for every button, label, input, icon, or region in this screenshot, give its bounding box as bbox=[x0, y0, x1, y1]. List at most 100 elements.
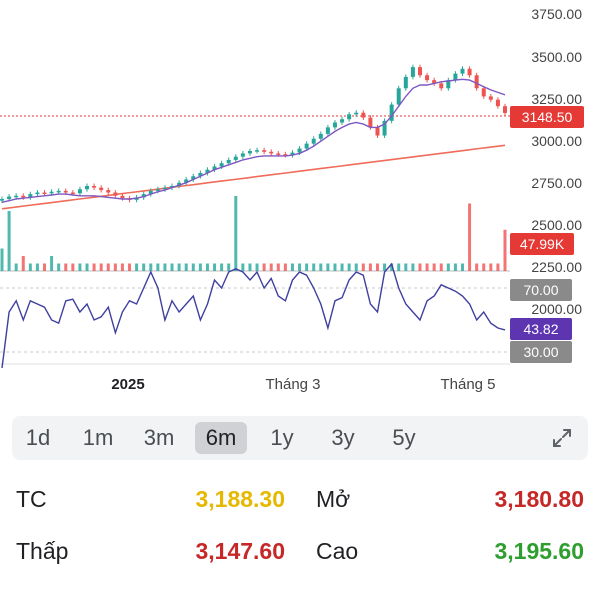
candle-body bbox=[99, 187, 104, 191]
candle-body bbox=[368, 117, 373, 128]
volume-bar bbox=[142, 263, 146, 271]
volume-bar bbox=[397, 263, 401, 271]
volume-bar bbox=[64, 263, 68, 271]
candle-body bbox=[184, 179, 189, 183]
rsi-upper-badge-text: 70.00 bbox=[523, 282, 558, 298]
candle-body bbox=[446, 80, 451, 89]
candle-body bbox=[155, 189, 160, 191]
price-tick-2750: 2750.00 bbox=[531, 175, 582, 191]
candle-body bbox=[495, 99, 500, 107]
candle-body bbox=[347, 114, 352, 120]
volume-bar bbox=[170, 263, 174, 271]
candle-body bbox=[276, 153, 281, 155]
price-tick-2250: 2250.00 bbox=[531, 259, 582, 275]
volume-bar bbox=[503, 229, 507, 271]
candle-body bbox=[106, 190, 111, 193]
candle-body bbox=[92, 186, 97, 188]
volume-bar bbox=[269, 263, 273, 271]
candle-body bbox=[318, 133, 323, 139]
candle-body bbox=[354, 112, 359, 115]
candle-body bbox=[35, 192, 40, 195]
candle-body bbox=[0, 199, 4, 201]
candle-body bbox=[389, 104, 394, 121]
volume-bar bbox=[262, 263, 266, 271]
candle-body bbox=[14, 195, 19, 198]
candle-body bbox=[425, 75, 430, 81]
candle-body bbox=[488, 96, 493, 100]
candle-body bbox=[198, 172, 203, 177]
candle-body bbox=[439, 83, 444, 89]
volume-bar bbox=[468, 203, 472, 271]
candle-body bbox=[474, 75, 479, 89]
candle-body bbox=[396, 88, 401, 105]
candle-body bbox=[141, 194, 146, 198]
volume-bar bbox=[460, 263, 464, 271]
volume-bar bbox=[227, 263, 231, 271]
period-1y-button[interactable]: 1y bbox=[270, 425, 294, 450]
volume-bar bbox=[446, 263, 450, 271]
volume-bar bbox=[78, 263, 82, 271]
candle-body bbox=[205, 169, 210, 173]
volume-bar bbox=[276, 263, 280, 271]
volume-bar bbox=[149, 263, 153, 271]
candle-body bbox=[269, 151, 274, 154]
price-tick-3750: 3750.00 bbox=[531, 6, 582, 22]
volume-bar bbox=[43, 263, 47, 271]
candle-body bbox=[148, 190, 153, 195]
volume-bar bbox=[113, 263, 117, 271]
candle-body bbox=[255, 150, 260, 152]
period-3y-button[interactable]: 3y bbox=[331, 425, 355, 450]
period-1d-button[interactable]: 1d bbox=[25, 425, 51, 450]
expand-icon[interactable] bbox=[550, 426, 574, 450]
candle-body bbox=[432, 80, 437, 84]
candle-body bbox=[120, 195, 125, 199]
period-1m-button[interactable]: 1m bbox=[82, 425, 114, 450]
candle-body bbox=[283, 154, 288, 156]
candle-body bbox=[481, 88, 486, 97]
candle-body bbox=[28, 194, 33, 198]
candle-body bbox=[503, 106, 507, 113]
volume-bar bbox=[368, 263, 372, 271]
volume-bar bbox=[340, 263, 344, 271]
rsi-lower-badge bbox=[510, 341, 572, 363]
volume-bar bbox=[234, 196, 238, 271]
volume-bar bbox=[326, 263, 330, 271]
volume-bar bbox=[305, 263, 309, 271]
volume-bar bbox=[411, 263, 415, 271]
last-price-badge-text: 3148.50 bbox=[522, 109, 573, 125]
candle-body bbox=[403, 76, 408, 89]
rsi-value-badge bbox=[510, 318, 572, 340]
volume-bar bbox=[475, 263, 479, 271]
volume-bar bbox=[135, 263, 139, 271]
candle-body bbox=[212, 166, 217, 170]
last-price-badge bbox=[510, 106, 584, 128]
volume-bar bbox=[375, 263, 379, 271]
candle-body bbox=[226, 159, 231, 164]
x-label-2025: 2025 bbox=[111, 376, 144, 393]
period-5y-button[interactable]: 5y bbox=[392, 425, 416, 450]
ma-short-line bbox=[1, 78, 506, 203]
candle-body bbox=[42, 192, 47, 195]
price-tick-3250: 3250.00 bbox=[531, 91, 582, 107]
candle-body bbox=[325, 127, 330, 134]
stock-chart[interactable]: 3750.00 3500.00 3250.00 3000.00 2750.00 … bbox=[0, 0, 600, 400]
candle-body bbox=[290, 152, 295, 156]
candle-body bbox=[311, 138, 316, 144]
volume-bar bbox=[312, 263, 316, 271]
volume-bar bbox=[354, 263, 358, 271]
tc-value: 3,188.30 bbox=[195, 486, 285, 512]
volume-bar bbox=[439, 263, 443, 271]
volume-bar bbox=[241, 263, 245, 271]
period-3m-button[interactable]: 3m bbox=[143, 425, 175, 450]
volume-bar bbox=[432, 263, 436, 271]
mo-value: 3,180.80 bbox=[494, 486, 584, 512]
cao-label: Cao bbox=[316, 538, 359, 564]
ma-long-line bbox=[1, 144, 506, 210]
candle-body bbox=[332, 122, 337, 128]
candle-body bbox=[77, 189, 82, 194]
candle-body bbox=[219, 163, 224, 167]
period-6m-button[interactable]: 6m bbox=[195, 422, 247, 454]
volume-bar bbox=[383, 263, 387, 271]
candle-body bbox=[410, 67, 415, 77]
candle-body bbox=[304, 143, 309, 149]
